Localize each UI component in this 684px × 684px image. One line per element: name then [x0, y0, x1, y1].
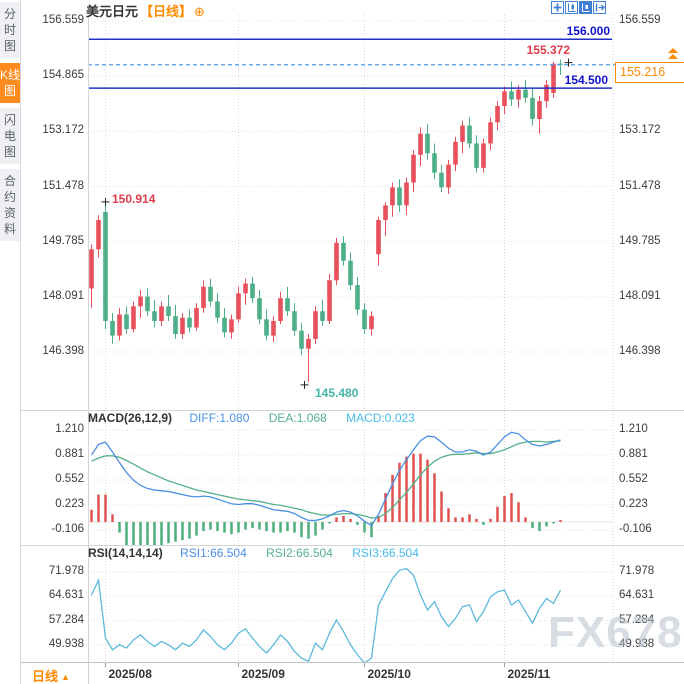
- price-axis-label-right: 149.785: [619, 234, 661, 247]
- add-indicator-icon[interactable]: ⊕: [194, 4, 205, 19]
- rsi-axis-label-left: 57.284: [48, 613, 84, 626]
- price-axis-label-left: 154.865: [42, 69, 84, 82]
- macd-legend: MACD(26,12,9) DIFF:1.080 DEA:1.068 MACD:…: [88, 411, 415, 425]
- macd-dea-value: DEA:1.068: [268, 411, 327, 425]
- rsi-line: [90, 567, 562, 664]
- rsi-indicator-label: RSI(14,14,14): [88, 546, 163, 560]
- macd-axis-label-left: 1.210: [55, 423, 84, 435]
- page-title: 美元日元: [86, 4, 139, 19]
- price-axis-label-left: 151.478: [42, 179, 84, 192]
- rsi2-value: RSI2:66.504: [266, 546, 333, 560]
- price-axis-label-right: 151.478: [619, 179, 661, 192]
- sidebar-item-tab[interactable]: 闪电图: [0, 108, 20, 164]
- macd-histogram: [90, 453, 562, 545]
- macd-indicator-label: MACD(26,12,9): [88, 411, 173, 425]
- rsi-axis-label-right: 57.284: [619, 613, 655, 626]
- rsi-axis-label-left: 49.938: [48, 638, 84, 650]
- sidebar-item-active[interactable]: K线图: [0, 63, 20, 103]
- candlestick-series: [89, 59, 563, 382]
- macd-macd-value: MACD:0.023: [346, 411, 415, 425]
- resistance-level-label-156: 156.000: [566, 24, 610, 38]
- macd-axis-label-left: 0.223: [55, 498, 84, 510]
- x-axis-month-label: 2025/08: [108, 667, 152, 681]
- rsi-axis-label-right: 64.631: [619, 589, 655, 602]
- price-axis-label-left: 146.398: [42, 344, 84, 357]
- diff-line: [90, 431, 561, 527]
- period-selector-label: 日线: [32, 669, 59, 684]
- macd-axis-label-left: -0.106: [51, 523, 84, 535]
- dea-line: [91, 440, 561, 519]
- price-axis-label-right: 156.559: [619, 14, 661, 26]
- current-price-badge: 155.216: [615, 62, 684, 83]
- x-axis-month-label: 2025/10: [367, 667, 411, 681]
- price-axis-label-left: 156.559: [42, 14, 84, 26]
- axis-style-active-icon[interactable]: [579, 1, 592, 14]
- price-axis-label-left: 153.172: [42, 124, 84, 137]
- rsi-axis-label-left: 64.631: [48, 589, 84, 602]
- low-annotation-145480: 145.480: [315, 386, 359, 400]
- x-axis-month-label: 2025/09: [241, 667, 285, 681]
- rsi-legend: RSI(14,14,14) RSI1:66.504 RSI2:66.504 RS…: [88, 546, 419, 560]
- rsi-axis-label-right: 49.938: [619, 638, 655, 650]
- macd-axis-label-right: 0.223: [619, 498, 648, 510]
- macd-axis-label-left: 0.881: [55, 448, 84, 460]
- crosshair-icon[interactable]: [551, 1, 564, 14]
- sidebar: 分时图 K线图闪电图合约资料: [0, 0, 21, 684]
- extreme-markers: [101, 58, 573, 389]
- macd-axis-label-left: 0.552: [55, 473, 84, 485]
- macd-lines: [90, 431, 561, 527]
- period-tag: 【日线】: [140, 4, 193, 19]
- price-level-lines: [88, 38, 615, 89]
- rsi-axis-label-right: 71.978: [619, 565, 655, 577]
- chevron-up-icon: ▲: [61, 672, 70, 682]
- price-axis-label-left: 148.091: [42, 289, 84, 302]
- price-axis-label-right: 148.091: [619, 289, 661, 302]
- plot-left-border: [88, 14, 89, 684]
- rsi-panel-lines: [90, 567, 562, 664]
- bottom-bar-separator: [20, 662, 684, 663]
- high-annotation-150914: 150.914: [112, 192, 156, 206]
- period-selector[interactable]: 日线 ▲: [32, 666, 70, 684]
- macd-axis-label-right: 0.881: [619, 448, 648, 460]
- price-axis-label-right: 146.398: [619, 344, 661, 357]
- price-axis-label-right: 153.172: [619, 124, 661, 137]
- price-axis-label-left: 149.785: [42, 234, 84, 247]
- macd-diff-value: DIFF:1.080: [189, 411, 250, 425]
- macd-panel-separator: [20, 410, 684, 411]
- price-move-up-icon: [668, 48, 678, 60]
- macd-axis-label-right: 0.552: [619, 473, 648, 485]
- axis-style-icon[interactable]: [565, 1, 578, 14]
- sidebar-item-tab[interactable]: 合约资料: [0, 169, 20, 241]
- resistance-level-label-154: 154.500: [564, 73, 608, 87]
- chart-toolbar: [551, 1, 606, 14]
- chart-header: 美元日元 【日线】 ⊕: [86, 1, 205, 19]
- high-annotation-155372: 155.372: [526, 43, 570, 57]
- rsi-panel-separator: [20, 545, 684, 546]
- macd-axis-label-right: -0.106: [619, 523, 652, 535]
- rsi3-value: RSI3:66.504: [352, 546, 419, 560]
- macd-axis-label-right: 1.210: [619, 423, 648, 435]
- x-axis-month-label: 2025/11: [507, 667, 551, 681]
- sidebar-item-tab[interactable]: 分时图: [0, 2, 20, 58]
- rsi1-value: RSI1:66.504: [180, 546, 247, 560]
- rsi-axis-label-left: 71.978: [48, 565, 84, 577]
- exit-chart-icon[interactable]: [593, 1, 606, 14]
